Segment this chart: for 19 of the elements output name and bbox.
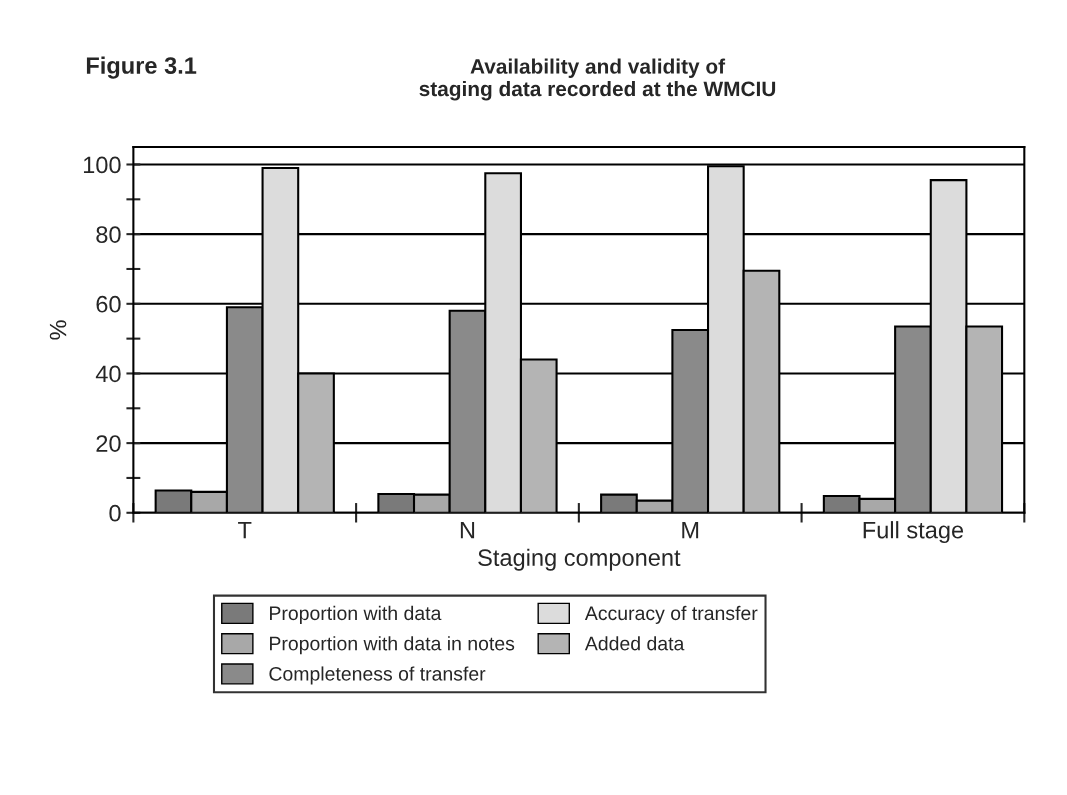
chart-title: Figure 3.1 bbox=[86, 56, 197, 79]
legend-label: Completeness of transfer bbox=[269, 666, 486, 685]
y-axis-title: % bbox=[49, 320, 67, 340]
y-tick-label: 20 bbox=[96, 435, 121, 452]
x-tick-label: T bbox=[238, 521, 252, 539]
x-tick-label: M bbox=[682, 521, 699, 539]
legend-label: Added data bbox=[584, 636, 685, 651]
y-tick-label: 0 bbox=[109, 504, 121, 522]
chart-subtitle: Availability and validity of staging data recorded at the WMCIU bbox=[419, 58, 776, 101]
y-tick-label: 100 bbox=[83, 156, 121, 174]
x-tick-label: Full stage bbox=[863, 521, 964, 544]
legend-label: Accuracy of transfer bbox=[584, 605, 758, 624]
legend-label: Proportion with data in notes bbox=[270, 636, 515, 655]
x-tick-label: N bbox=[460, 521, 475, 539]
y-tick-label: 40 bbox=[95, 365, 121, 383]
y-tick-label: 60 bbox=[96, 295, 121, 313]
legend-label: Proportion with data bbox=[270, 605, 442, 624]
x-axis-title: Staging component bbox=[478, 548, 681, 571]
y-tick-label: 80 bbox=[96, 226, 121, 243]
